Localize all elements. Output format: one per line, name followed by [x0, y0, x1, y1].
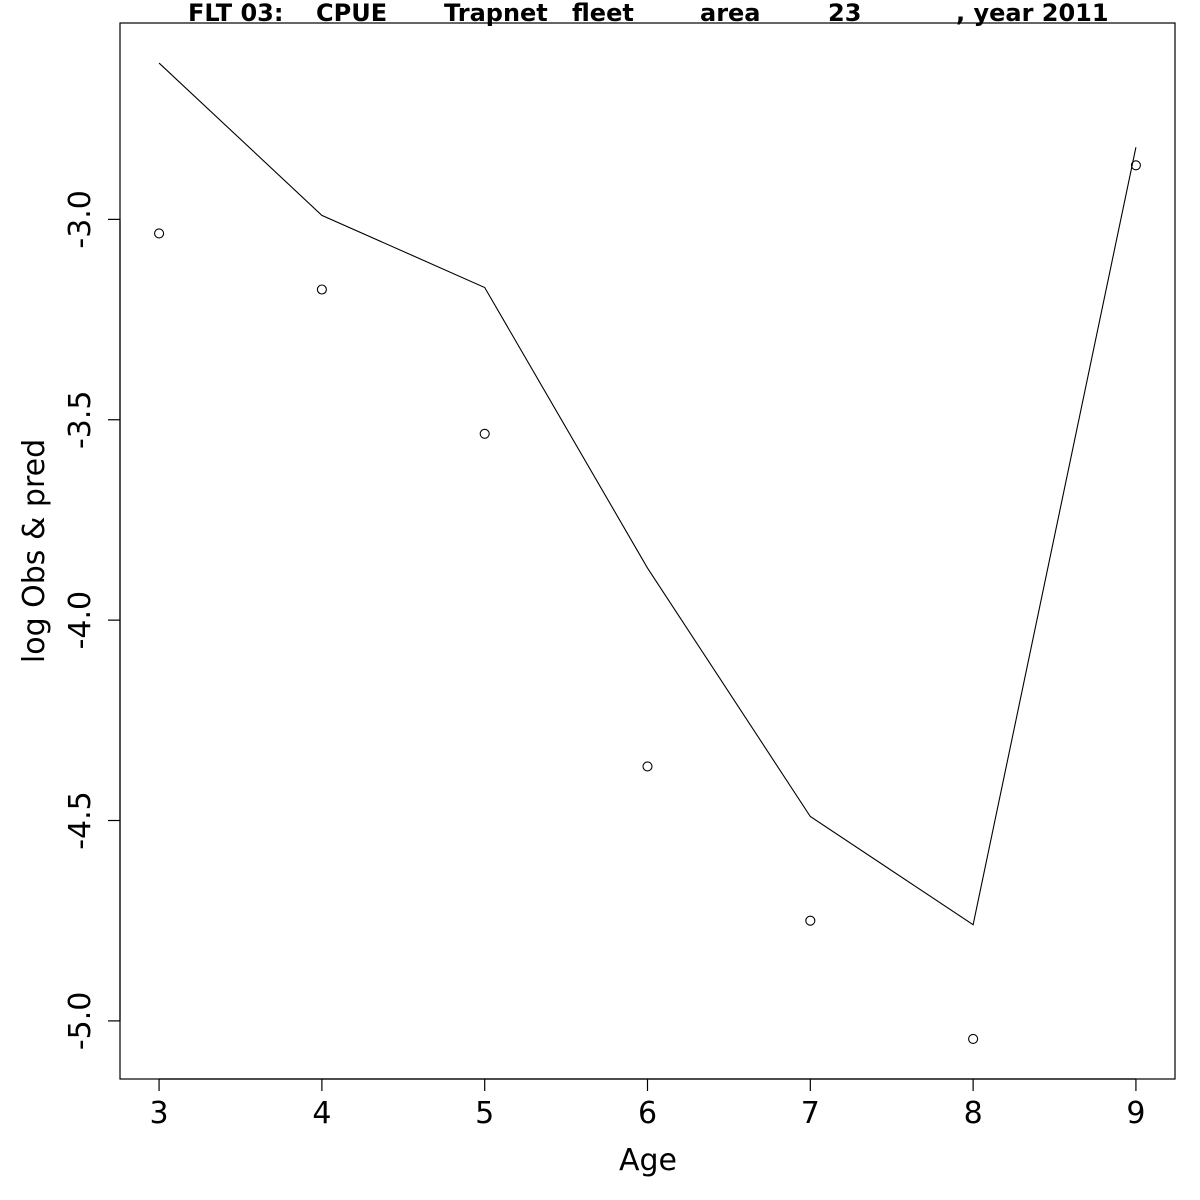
plot-marks: [154, 62, 1141, 1044]
x-tick-label: 8: [964, 1096, 983, 1131]
observed-point: [479, 428, 490, 439]
y-tick-label: -5.0: [63, 992, 98, 1051]
x-tick-label: 9: [1126, 1096, 1145, 1131]
x-tick-label: 7: [801, 1096, 820, 1131]
y-axis: -3.0 -3.5 -4.0 -4.5 -5.0: [63, 190, 121, 1051]
observed-point: [1130, 160, 1141, 171]
observed-point: [316, 284, 327, 295]
plot-frame: [119, 22, 1176, 1080]
observed-point: [154, 228, 165, 239]
predicted-line: [158, 62, 1137, 926]
observed-point: [968, 1033, 979, 1044]
observed-point: [805, 915, 816, 926]
x-tick-label: 4: [312, 1096, 331, 1131]
x-tick-label: 3: [150, 1096, 169, 1131]
x-axis-label: Age: [619, 1143, 677, 1178]
y-tick-label: -3.0: [63, 190, 98, 249]
observed-point: [642, 761, 653, 772]
x-axis: 3 4 5 6 7 8 9: [150, 1078, 1145, 1131]
x-tick-label: 5: [475, 1096, 494, 1131]
y-tick-label: -4.5: [63, 791, 98, 850]
y-tick-label: -3.5: [63, 390, 98, 449]
x-tick-label: 6: [638, 1096, 657, 1131]
y-tick-label: -4.0: [63, 591, 98, 650]
y-axis-label: log Obs & pred: [17, 439, 52, 663]
